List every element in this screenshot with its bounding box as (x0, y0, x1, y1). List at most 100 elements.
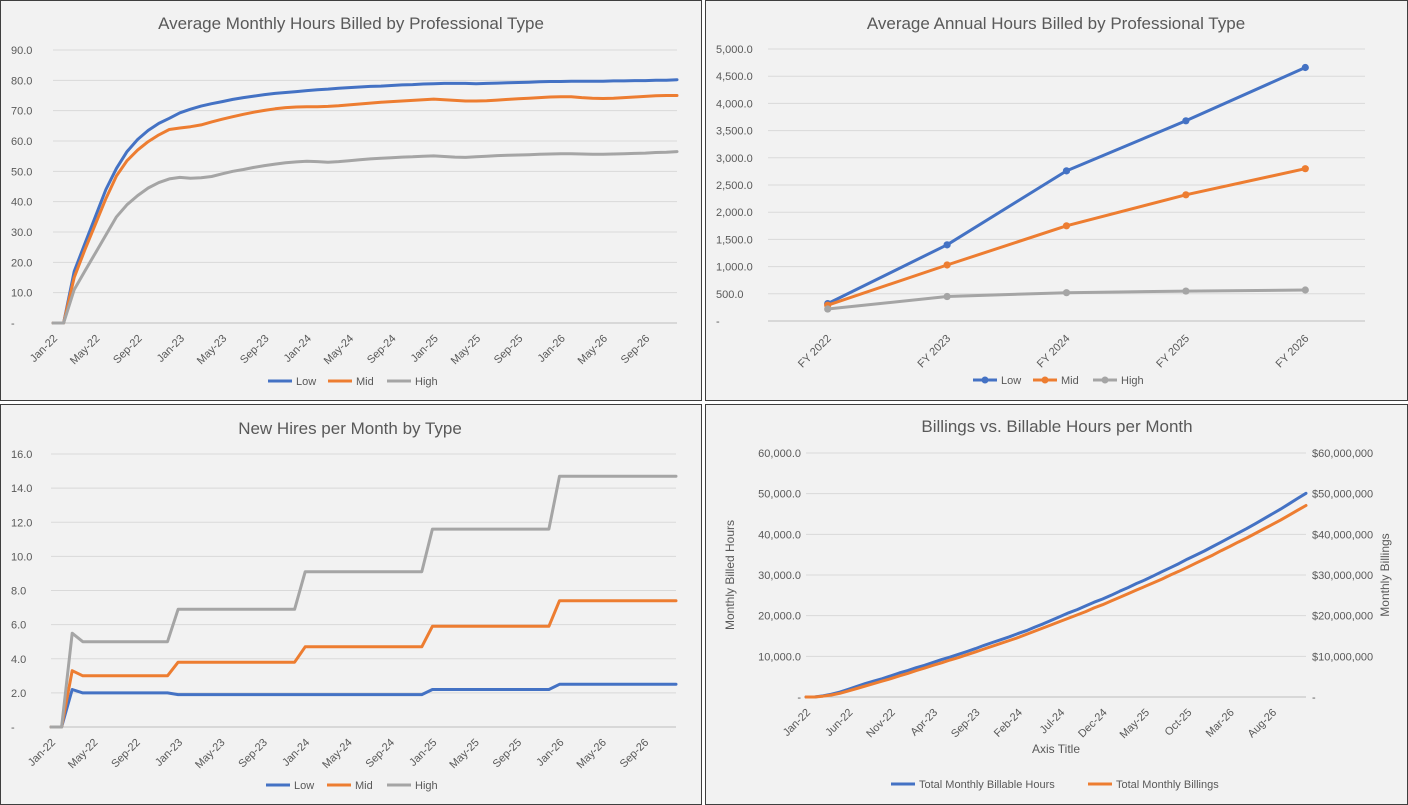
chart-billings-vs-hours: Billings vs. Billable Hours per Month - 10… (723, 417, 1392, 791)
data-point-mid (1301, 165, 1309, 173)
series-line-mid (826, 167, 1307, 307)
y2-tick-label: $40,000,000 (1312, 529, 1373, 541)
legend-label-total-monthly-billings: Total Monthly Billings (1116, 779, 1219, 791)
x-tick-label: Jan-24 (282, 333, 314, 365)
x-tick-label: May-25 (1118, 707, 1152, 741)
y-tick-label: 50,000.0 (758, 489, 801, 501)
y-tick-label: 1,500.0 (716, 234, 753, 246)
data-point-high (1301, 286, 1309, 294)
x-tick-label: FY 2023 (915, 333, 953, 371)
y2-tick-label: - (1312, 692, 1316, 704)
legend-label-high: High (1121, 375, 1144, 387)
y-tick-label: 2,000.0 (716, 207, 753, 219)
series-line-high (49, 474, 678, 729)
data-point-high (943, 292, 951, 301)
data-point-low (1182, 117, 1190, 125)
x-tick-label: May-26 (576, 333, 610, 367)
x-tick-label: May-23 (193, 737, 227, 771)
data-point-mid (1062, 222, 1071, 230)
data-point-low (1301, 63, 1309, 72)
x-tick-label: May-24 (320, 737, 354, 771)
chart-title: Billings vs. Billable Hours per Month (921, 417, 1192, 436)
y-tick-label: 20.0 (11, 257, 32, 269)
x-tick-label: Jan-22 (28, 333, 60, 365)
legend-label-mid: Mid (355, 780, 373, 792)
data-point-mid (1182, 191, 1190, 199)
x-tick-label: Sep-23 (238, 333, 272, 367)
x-tick-label: Jan-22 (26, 737, 58, 769)
chart-avg-monthly-hours: Average Monthly Hours Billed by Professi… (11, 14, 679, 388)
x-tick-label: Jan-25 (407, 737, 439, 769)
x-tick-label: Sep-26 (619, 333, 653, 367)
data-point-mid (943, 261, 951, 269)
chart-new-hires: New Hires per Month by Type - 2.0 4.0 6.0 8.0… (11, 419, 678, 792)
legend-label-low: Low (1001, 375, 1021, 387)
data-point-low (1062, 167, 1071, 175)
y-tick-label: 12.0 (11, 517, 32, 529)
y-tick-label: 3,500.0 (716, 126, 753, 138)
x-tick-label: Oct-25 (1163, 707, 1195, 739)
x-tick-label: Sep-22 (109, 737, 143, 771)
y-tick-label: 16.0 (11, 449, 32, 461)
x-tick-label: Dec-24 (1076, 707, 1110, 741)
y-tick-label: - (797, 692, 801, 704)
y-tick-label: 3,000.0 (716, 153, 753, 165)
series-line-mid (49, 599, 678, 729)
y2-tick-label: $10,000,000 (1312, 651, 1373, 663)
chart-panel-avg-monthly-hours: Average Monthly Hours Billed by Professi… (0, 0, 702, 401)
y2-tick-label: $20,000,000 (1312, 611, 1373, 623)
x-tick-label: Jan-26 (534, 737, 566, 769)
y-tick-label: 90.0 (11, 45, 32, 57)
x-tick-label: Aug-26 (1246, 707, 1280, 741)
y2-tick-label: $30,000,000 (1312, 570, 1373, 582)
y-tick-label: 50.0 (11, 166, 32, 178)
y-tick-label: 6.0 (11, 620, 26, 632)
x-tick-label: Mar-26 (1204, 707, 1237, 740)
x-tick-label: Jan-25 (409, 333, 441, 365)
legend-marker-high (1101, 376, 1109, 384)
y2-tick-label: $60,000,000 (1312, 448, 1373, 460)
x-tick-label: May-25 (447, 737, 481, 771)
x-tick-label: FY 2024 (1035, 333, 1073, 371)
y-tick-label: 60,000.0 (758, 448, 801, 460)
y-axis-title: Monthly Billed Hours (723, 520, 737, 630)
chart-title: New Hires per Month by Type (238, 419, 462, 438)
x-tick-label: Sep-25 (492, 333, 526, 367)
y-tick-label: 14.0 (11, 483, 32, 495)
y-tick-label: 40.0 (11, 197, 32, 209)
x-tick-label: Sep-23 (236, 737, 270, 771)
chart-title: Average Annual Hours Billed by Professio… (867, 14, 1245, 33)
x-tick-label: May-22 (66, 737, 100, 771)
x-tick-label: May-22 (68, 333, 102, 367)
x-axis-title: Axis Title (1032, 742, 1080, 756)
x-tick-label: Jan-26 (536, 333, 568, 365)
x-tick-label: Jul-24 (1038, 707, 1068, 737)
x-tick-label: Sep-26 (618, 737, 652, 771)
series-line-total-monthly-billable-hours (804, 491, 1308, 699)
chart-panel-new-hires: New Hires per Month by Type - 2.0 4.0 6.0 8.0… (0, 404, 702, 805)
x-tick-label: FY 2025 (1154, 333, 1192, 371)
y2-tick-label: $50,000,000 (1312, 489, 1373, 501)
y-tick-label: 4,000.0 (716, 98, 753, 110)
x-tick-label: May-26 (575, 737, 609, 771)
y-tick-label: 2.0 (11, 688, 26, 700)
x-tick-label: Jan-24 (280, 737, 312, 769)
data-point-low (943, 241, 951, 249)
y-tick-label: 40,000.0 (758, 529, 801, 541)
data-point-high (1062, 289, 1071, 297)
data-point-high (824, 305, 832, 313)
y-tick-label: 20,000.0 (758, 611, 801, 623)
x-tick-label: Jan-23 (155, 333, 187, 365)
legend-label-low: Low (296, 376, 316, 388)
x-tick-label: Sep-25 (491, 737, 525, 771)
data-point-high (1182, 287, 1190, 295)
y-tick-label: - (11, 722, 15, 734)
x-tick-label: Jun-22 (823, 707, 855, 739)
y-tick-label: 60.0 (11, 136, 32, 148)
legend-label-high: High (415, 780, 438, 792)
x-tick-label: Sep-23 (949, 707, 983, 741)
legend-label-total-monthly-billable-hours: Total Monthly Billable Hours (919, 779, 1055, 791)
legend-label-low: Low (294, 780, 314, 792)
y-tick-label: 2,500.0 (716, 180, 753, 192)
x-tick-label: FY 2022 (796, 333, 834, 371)
